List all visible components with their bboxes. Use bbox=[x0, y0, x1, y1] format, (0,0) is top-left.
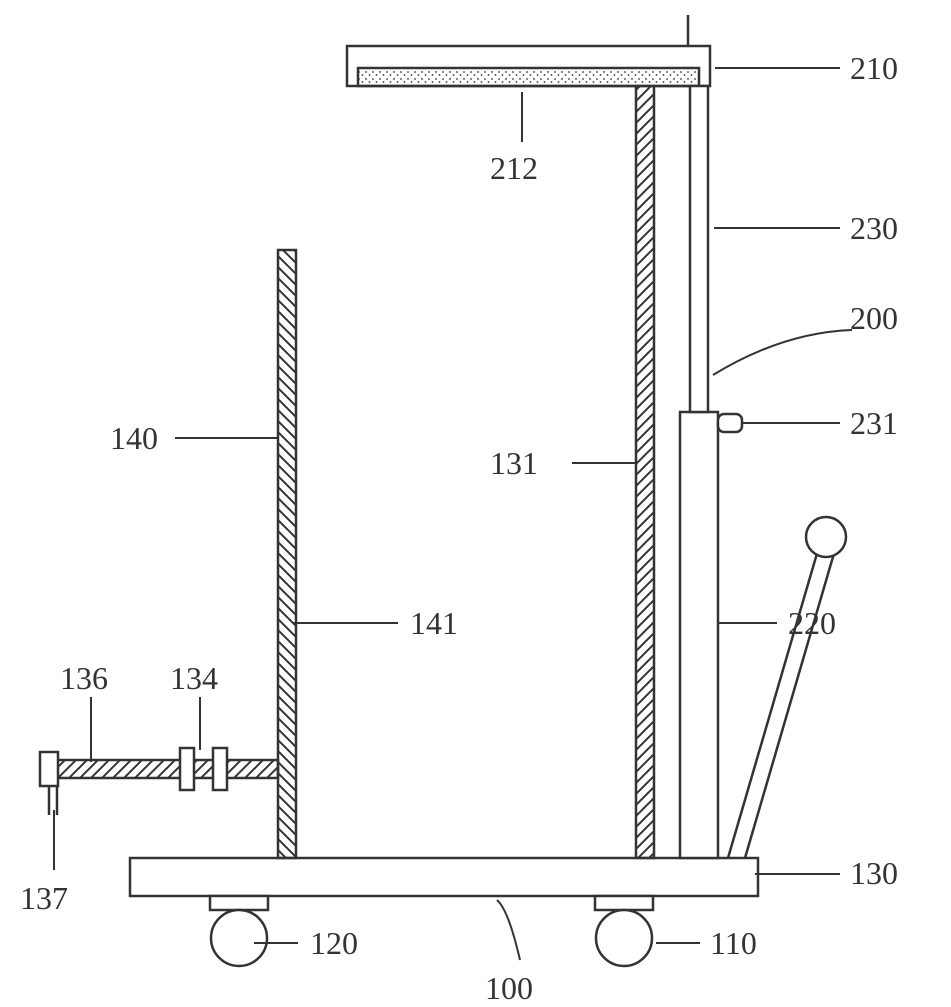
label-140: 140 bbox=[110, 420, 158, 457]
label-131: 131 bbox=[490, 445, 538, 482]
diagram-svg bbox=[0, 0, 951, 1000]
label-231: 231 bbox=[850, 405, 898, 442]
label-137: 137 bbox=[20, 880, 68, 917]
label-120: 120 bbox=[310, 925, 358, 962]
label-100: 100 bbox=[485, 970, 533, 1007]
label-136: 136 bbox=[60, 660, 108, 697]
label-141: 141 bbox=[410, 605, 458, 642]
label-200: 200 bbox=[850, 300, 898, 337]
label-110: 110 bbox=[710, 925, 757, 962]
label-130: 130 bbox=[850, 855, 898, 892]
label-210: 210 bbox=[850, 50, 898, 87]
label-212: 212 bbox=[490, 150, 538, 187]
label-134: 134 bbox=[170, 660, 218, 697]
label-230: 230 bbox=[850, 210, 898, 247]
label-220: 220 bbox=[788, 605, 836, 642]
